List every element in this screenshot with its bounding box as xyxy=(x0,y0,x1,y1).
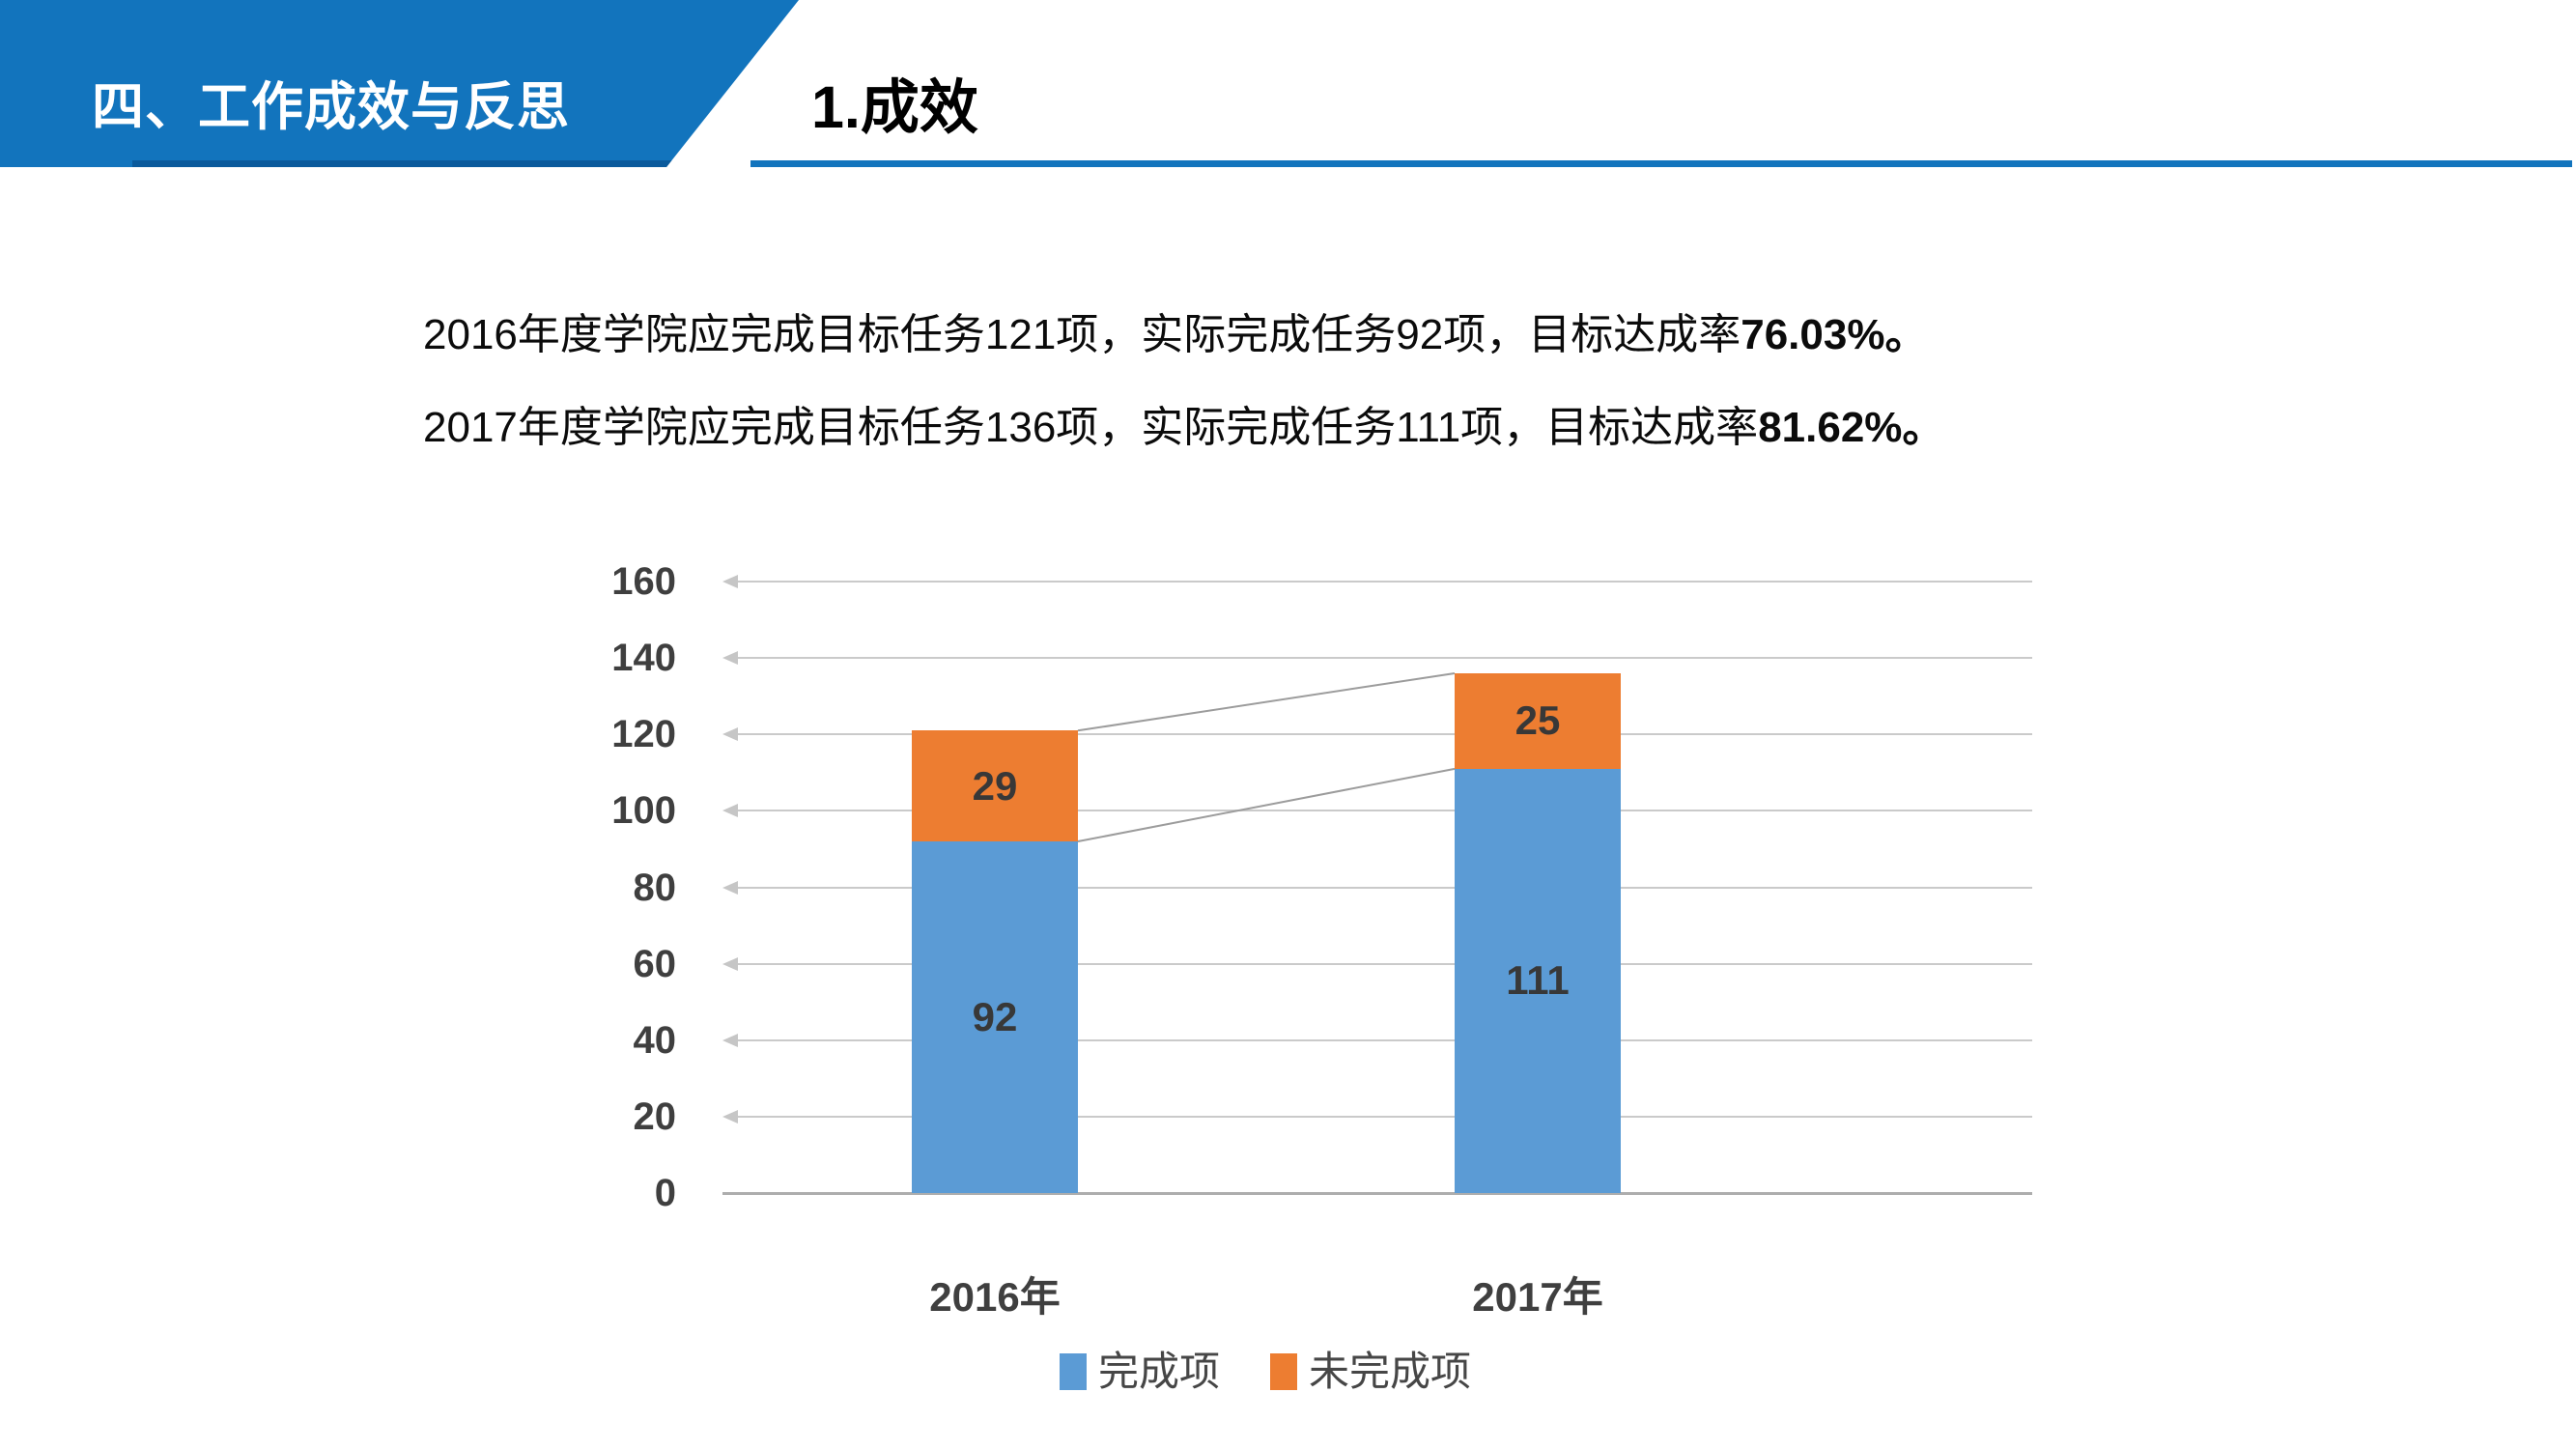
paragraph-2017-rate: 81.62%。 xyxy=(1758,404,1945,451)
paragraph-2017: 2017年度学院应完成目标任务136项，实际完成任务111项，目标达成率81.6… xyxy=(423,402,1944,454)
gridline-arrow-icon xyxy=(722,575,738,588)
chart-legend: 完成项 未完成项 xyxy=(580,1349,1951,1395)
gridline-arrow-icon xyxy=(722,804,738,818)
gridline-20 xyxy=(736,1115,2032,1118)
y-tick-label-0: 0 xyxy=(654,1172,676,1214)
connector-line xyxy=(1077,767,1456,843)
bar-segment-uncompleted xyxy=(912,730,1078,841)
y-tick-label-120: 120 xyxy=(611,713,676,756)
gridline-80 xyxy=(736,886,2032,889)
x-axis-label-2: 2017年 xyxy=(1472,1274,1603,1320)
y-tick-label-100: 100 xyxy=(611,789,676,833)
y-tick-label-60: 60 xyxy=(633,942,677,985)
bar-value-label: 111 xyxy=(1506,957,1570,1004)
gridline-arrow-icon xyxy=(722,727,738,742)
bar-segment-completed xyxy=(1455,768,1621,1193)
gridline-arrow-icon xyxy=(722,880,738,895)
bar-value-label: 25 xyxy=(1514,697,1561,744)
legend-swatch-completed xyxy=(1059,1353,1087,1390)
title-underline xyxy=(750,160,2572,167)
gridline-120 xyxy=(736,733,2032,736)
legend-swatch-uncompleted xyxy=(1270,1353,1297,1390)
legend-label: 完成项 xyxy=(1097,1349,1220,1394)
section-banner xyxy=(0,0,799,167)
legend-label: 未完成项 xyxy=(1309,1349,1472,1394)
page-title: 1.成效 xyxy=(811,74,978,140)
paragraph-2016-rate: 76.03%。 xyxy=(1741,311,1928,358)
section-title: 四、工作成效与反思 xyxy=(92,78,570,136)
gridline-arrow-icon xyxy=(722,956,738,971)
paragraph-2017-text: 2017年度学院应完成目标任务136项，实际完成任务111项，目标达成率 xyxy=(423,404,1759,451)
banner-bottom-accent xyxy=(132,160,673,167)
y-tick-label-140: 140 xyxy=(611,637,676,680)
x-axis-label-1: 2016年 xyxy=(929,1274,1061,1320)
gridline-arrow-icon xyxy=(722,1109,738,1123)
bar-segment-uncompleted xyxy=(1455,672,1621,769)
paragraph-2016: 2016年度学院应完成目标任务121项，实际完成任务92项，目标达成率76.03… xyxy=(423,309,1944,361)
gridline-arrow-icon xyxy=(722,1033,738,1047)
gridline-60 xyxy=(736,962,2032,965)
legend-item-uncompleted: 未完成项 xyxy=(1270,1349,1471,1395)
bar-value-label: 92 xyxy=(972,994,1018,1039)
x-axis-line xyxy=(722,1192,2032,1195)
connector-line xyxy=(1077,671,1456,732)
y-tick-label-40: 40 xyxy=(633,1018,677,1062)
y-tick-label-160: 160 xyxy=(611,560,676,603)
gridline-140 xyxy=(736,657,2032,660)
body-text: 2016年度学院应完成目标任务121项，实际完成任务92项，目标达成率76.03… xyxy=(423,309,1944,495)
gridline-arrow-icon xyxy=(722,651,738,666)
paragraph-2016-text: 2016年度学院应完成目标任务121项，实际完成任务92项，目标达成率 xyxy=(423,311,1741,358)
bar-segment-completed xyxy=(912,841,1078,1193)
y-tick-label-20: 20 xyxy=(633,1095,677,1138)
gridline-40 xyxy=(736,1038,2032,1041)
legend-item-completed: 完成项 xyxy=(1059,1349,1220,1395)
bar-value-label: 29 xyxy=(972,762,1018,809)
y-tick-label-80: 80 xyxy=(633,866,677,909)
gridline-160 xyxy=(736,581,2032,583)
